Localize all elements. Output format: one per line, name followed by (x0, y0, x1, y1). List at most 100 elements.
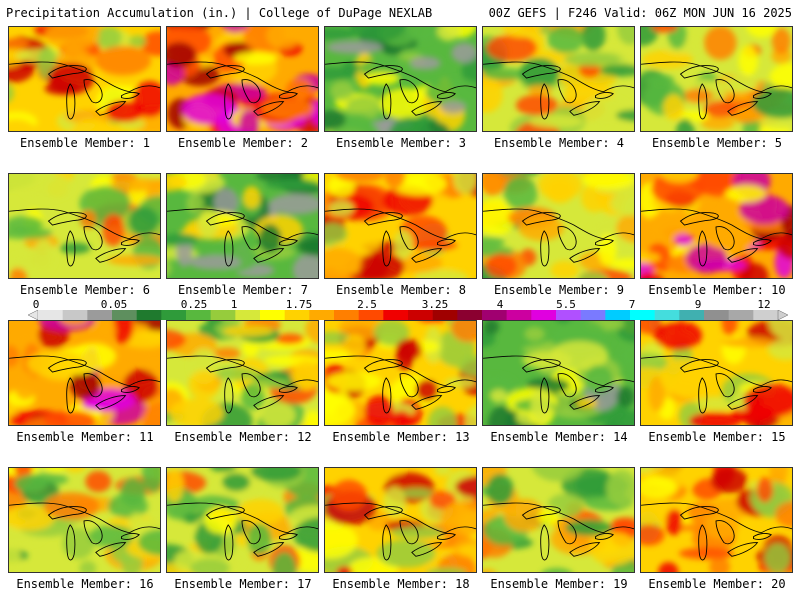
precip-blob (250, 378, 291, 389)
legend-color-swatch (358, 310, 384, 320)
lake-outline (253, 395, 285, 410)
lake-outline (411, 101, 443, 116)
lake-outline (224, 83, 234, 120)
lake-outline (95, 542, 127, 557)
ensemble-member-label: Ensemble Member: 20 (648, 577, 786, 591)
lake-outline (715, 373, 735, 398)
precip-blob (44, 27, 100, 50)
legend-color-swatch (630, 310, 655, 320)
precip-map-4 (483, 27, 634, 131)
precip-blob (325, 247, 362, 278)
legend-colorbar (28, 310, 788, 320)
legend-color-swatch (87, 310, 113, 320)
lake-outline (253, 248, 285, 263)
precip-blob (9, 84, 14, 103)
precip-blob (330, 479, 368, 511)
precip-blob (167, 468, 184, 503)
legend-color-swatch (62, 310, 88, 320)
precip-blob (326, 40, 383, 54)
color-legend: 0 0.05 0.25 1 1.75 2.5 3.25 4 5.5 7 9 12 (28, 298, 788, 322)
precip-blob (112, 321, 134, 344)
precip-blob (269, 193, 318, 215)
precip-blob (515, 94, 558, 116)
lake-outline (121, 91, 141, 99)
precip-blob (410, 56, 441, 70)
precip-blob (427, 406, 458, 425)
precip-blob (660, 358, 705, 396)
precip-blob (167, 258, 173, 277)
precip-map-18 (325, 468, 476, 572)
ensemble-panel-20 (640, 467, 793, 573)
precip-blob (710, 468, 748, 494)
precip-field (325, 468, 476, 572)
lake-outline (727, 248, 759, 263)
precip-blob (325, 331, 351, 345)
precip-blob (550, 260, 580, 278)
precip-blob (486, 473, 514, 505)
precip-blob (665, 509, 683, 536)
lake-outline (437, 91, 457, 99)
ensemble-panel-7 (166, 173, 319, 279)
lake-outline (540, 230, 550, 267)
precip-blob (616, 386, 634, 407)
precip-blob (440, 100, 467, 114)
ensemble-member-label: Ensemble Member: 19 (490, 577, 628, 591)
precip-blob (391, 174, 447, 196)
lake-outline (679, 65, 719, 79)
lake-outline (437, 238, 457, 246)
lake-outline (715, 520, 735, 545)
precip-blob (644, 212, 689, 242)
precip-blob (325, 110, 346, 130)
precip-blob (390, 410, 412, 425)
precip-field (483, 468, 634, 572)
precip-blob (129, 35, 147, 48)
lake-outline (753, 91, 773, 99)
precip-blob (364, 395, 394, 425)
precip-blob (688, 411, 742, 425)
international-border (641, 502, 792, 534)
precip-blob (483, 198, 517, 236)
ensemble-member-label: Ensemble Member: 4 (493, 136, 625, 150)
lake-outline (224, 230, 234, 267)
ensemble-panel-4 (482, 26, 635, 132)
precip-blob (210, 468, 236, 472)
precip-blob (578, 271, 608, 278)
lake-outline (241, 520, 261, 545)
legend-color-swatch (506, 310, 532, 320)
ensemble-member-label: Ensemble Member: 5 (651, 136, 783, 150)
legend-color-swatch (556, 310, 581, 320)
lake-outline (83, 373, 103, 398)
precip-blob (167, 42, 197, 68)
precip-blob (584, 365, 613, 394)
precip-blob (641, 252, 661, 263)
lake-outline (698, 230, 708, 267)
precip-blob (556, 321, 570, 324)
precip-blob (9, 544, 21, 572)
precip-blob (9, 174, 46, 190)
lake-outline (569, 395, 601, 410)
ensemble-member-label: Ensemble Member: 3 (335, 136, 467, 150)
lake-outline (557, 373, 577, 398)
precip-blob (325, 393, 356, 425)
precip-blob (261, 402, 296, 425)
precip-blob (274, 333, 305, 345)
lake-outline (679, 359, 719, 373)
lake-outline (698, 377, 708, 414)
international-border (483, 208, 634, 240)
legend-color-swatch (210, 310, 236, 320)
precip-blob (293, 517, 318, 553)
legend-color-swatch (161, 310, 187, 320)
precip-map-5 (641, 27, 792, 131)
ensemble-panel-6 (8, 173, 161, 279)
precip-blob (379, 88, 429, 120)
lake-outline (363, 65, 403, 79)
lake-outline (382, 230, 392, 267)
lake-outline (66, 230, 76, 267)
precip-blob (303, 410, 318, 425)
precip-blob (181, 93, 236, 125)
precip-blob (764, 543, 791, 572)
precip-map-14 (483, 321, 634, 425)
international-border (483, 502, 634, 534)
lake-outline (95, 248, 127, 263)
lake-outline (224, 524, 234, 561)
